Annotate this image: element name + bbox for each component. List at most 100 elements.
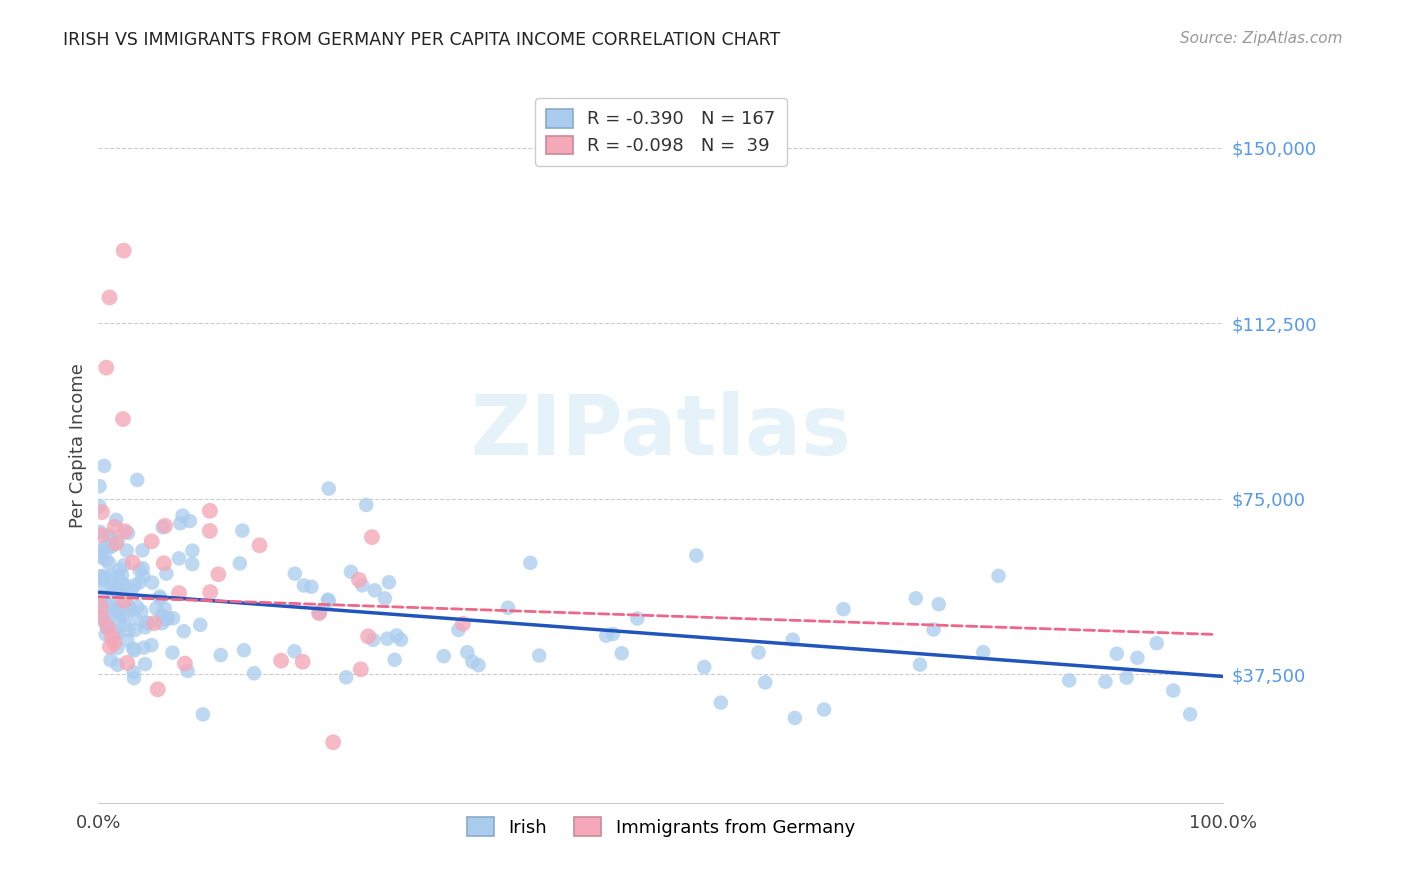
Point — [90, 599, 112, 614]
Point — [374, 591, 396, 606]
Point — [308, 605, 330, 619]
Point — [433, 649, 456, 664]
Point — [122, 665, 145, 679]
Point — [162, 646, 184, 660]
Point — [98, 640, 121, 654]
Point — [132, 569, 155, 583]
Point — [167, 551, 190, 566]
Point — [308, 606, 330, 620]
Point — [167, 586, 190, 600]
Point — [131, 543, 153, 558]
Point — [361, 530, 384, 544]
Point — [754, 675, 776, 690]
Point — [145, 601, 167, 615]
Point — [270, 654, 292, 668]
Point — [519, 556, 541, 570]
Point — [97, 620, 120, 634]
Point — [100, 653, 122, 667]
Point — [100, 539, 122, 553]
Point — [316, 592, 339, 607]
Point — [96, 621, 118, 635]
Point — [209, 648, 232, 662]
Point — [108, 613, 131, 627]
Point — [89, 524, 111, 539]
Point — [90, 569, 112, 583]
Point — [96, 553, 118, 567]
Point — [162, 611, 184, 625]
Point — [98, 605, 121, 619]
Point — [198, 524, 221, 538]
Point — [117, 600, 139, 615]
Point — [98, 598, 121, 612]
Point — [89, 479, 111, 493]
Point — [595, 629, 617, 643]
Point — [150, 608, 173, 623]
Point — [451, 616, 474, 631]
Point — [783, 711, 806, 725]
Point — [283, 644, 305, 658]
Point — [111, 412, 134, 426]
Point — [141, 575, 163, 590]
Point — [375, 632, 398, 646]
Point — [496, 600, 519, 615]
Point — [813, 702, 835, 716]
Point — [94, 570, 117, 584]
Point — [104, 583, 127, 598]
Text: Source: ZipAtlas.com: Source: ZipAtlas.com — [1180, 31, 1343, 46]
Point — [94, 579, 117, 593]
Point — [90, 528, 112, 542]
Point — [120, 603, 142, 617]
Point — [136, 616, 159, 631]
Point — [93, 541, 115, 555]
Point — [152, 520, 174, 534]
Point — [447, 623, 470, 637]
Point — [1105, 647, 1128, 661]
Point — [179, 514, 201, 528]
Point — [93, 614, 115, 628]
Point — [322, 735, 344, 749]
Point — [96, 360, 118, 375]
Point — [987, 569, 1010, 583]
Point — [291, 655, 314, 669]
Point — [231, 524, 253, 538]
Point — [124, 578, 146, 592]
Point — [284, 566, 307, 581]
Point — [93, 458, 115, 473]
Point — [101, 582, 124, 596]
Point — [107, 657, 129, 672]
Point — [191, 707, 214, 722]
Point — [364, 583, 387, 598]
Point — [155, 612, 177, 626]
Point — [112, 594, 135, 608]
Point — [693, 660, 716, 674]
Point — [529, 648, 551, 663]
Point — [173, 624, 195, 639]
Point — [308, 606, 330, 620]
Point — [91, 591, 114, 606]
Point — [108, 563, 131, 577]
Point — [96, 598, 118, 612]
Point — [98, 290, 121, 304]
Point — [117, 526, 139, 541]
Point — [117, 599, 139, 613]
Point — [385, 628, 408, 642]
Point — [908, 657, 931, 672]
Point — [107, 569, 129, 583]
Point — [141, 534, 163, 549]
Point — [354, 498, 377, 512]
Point — [232, 643, 254, 657]
Point — [361, 632, 384, 647]
Point — [100, 531, 122, 545]
Point — [149, 591, 172, 606]
Point — [141, 638, 163, 652]
Point — [176, 664, 198, 678]
Point — [347, 573, 370, 587]
Point — [111, 577, 134, 591]
Point — [243, 666, 266, 681]
Point — [127, 473, 149, 487]
Point — [91, 573, 114, 587]
Point — [105, 513, 128, 527]
Point — [832, 602, 855, 616]
Point — [1115, 671, 1137, 685]
Point — [105, 604, 128, 618]
